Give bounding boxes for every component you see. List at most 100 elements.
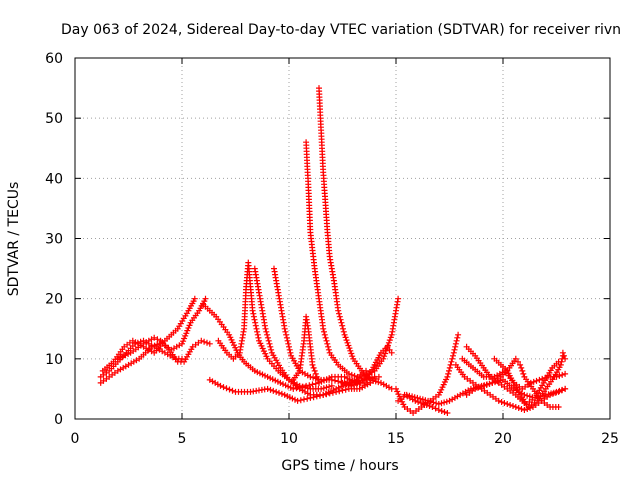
data-point bbox=[320, 325, 327, 332]
data-point bbox=[268, 346, 275, 353]
data-point bbox=[536, 376, 543, 383]
data-point bbox=[321, 328, 327, 335]
data-point bbox=[347, 347, 354, 354]
series-arc-11 bbox=[303, 139, 369, 380]
data-point bbox=[336, 313, 343, 320]
data-point bbox=[559, 349, 566, 356]
data-point bbox=[335, 378, 342, 385]
data-point bbox=[294, 397, 301, 404]
data-point bbox=[267, 343, 274, 350]
data-point bbox=[339, 322, 346, 329]
data-point bbox=[310, 374, 317, 381]
data-point bbox=[521, 407, 528, 413]
data-point bbox=[266, 340, 273, 347]
data-point bbox=[448, 358, 455, 365]
data-point bbox=[122, 352, 129, 359]
data-point bbox=[342, 386, 349, 393]
series-arc-21 bbox=[491, 355, 562, 407]
data-point bbox=[561, 352, 567, 359]
y-tick-label: 0 bbox=[54, 412, 63, 428]
data-point bbox=[371, 373, 378, 380]
data-point bbox=[510, 403, 516, 409]
data-point bbox=[520, 370, 527, 377]
data-point bbox=[518, 406, 525, 412]
data-point bbox=[345, 370, 352, 377]
data-point bbox=[281, 325, 288, 332]
data-point bbox=[351, 372, 358, 379]
data-point bbox=[151, 334, 158, 341]
data-point bbox=[198, 337, 205, 344]
data-point bbox=[370, 377, 376, 384]
y-tick-label: 30 bbox=[45, 232, 63, 248]
x-tick-label: 15 bbox=[387, 431, 405, 447]
data-point bbox=[312, 380, 319, 387]
data-point bbox=[451, 346, 458, 353]
data-point bbox=[313, 373, 320, 380]
data-point bbox=[495, 397, 502, 404]
data-point bbox=[220, 384, 227, 391]
data-point bbox=[229, 387, 236, 394]
data-point bbox=[556, 372, 563, 379]
data-point bbox=[443, 398, 450, 405]
data-point bbox=[304, 385, 311, 392]
data-point bbox=[265, 337, 272, 344]
data-point bbox=[320, 391, 327, 398]
data-point bbox=[388, 349, 395, 356]
data-point bbox=[559, 371, 566, 378]
y-tick-label: 40 bbox=[45, 171, 63, 187]
data-point bbox=[547, 391, 554, 398]
data-point bbox=[217, 382, 224, 389]
data-point bbox=[395, 295, 402, 302]
data-point bbox=[411, 394, 418, 401]
data-point bbox=[432, 405, 439, 412]
data-point bbox=[438, 408, 445, 414]
data-point bbox=[325, 343, 332, 350]
data-point bbox=[435, 401, 442, 407]
data-point bbox=[558, 387, 565, 394]
x-tick-label: 25 bbox=[601, 431, 619, 447]
data-point bbox=[206, 340, 213, 347]
data-point bbox=[386, 337, 393, 344]
data-point bbox=[325, 346, 332, 353]
data-point bbox=[323, 337, 330, 344]
data-point bbox=[524, 392, 531, 399]
data-point bbox=[310, 364, 317, 371]
y-tick-label: 50 bbox=[45, 111, 63, 127]
data-point bbox=[314, 376, 321, 383]
series-arc-3 bbox=[99, 295, 209, 374]
data-point bbox=[333, 388, 340, 395]
data-point bbox=[180, 338, 187, 345]
data-point bbox=[226, 386, 233, 393]
data-point bbox=[486, 380, 493, 387]
series-arc-15 bbox=[393, 331, 462, 416]
series-arc-9 bbox=[271, 265, 378, 386]
chart-title: Day 063 of 2024, Sidereal Day-to-day VTE… bbox=[61, 22, 621, 38]
data-point bbox=[267, 386, 274, 393]
data-point bbox=[527, 405, 534, 411]
data-point bbox=[264, 334, 271, 341]
data-point bbox=[530, 378, 537, 385]
data-point bbox=[452, 340, 459, 347]
data-point bbox=[183, 330, 190, 337]
data-point bbox=[335, 307, 342, 314]
data-point bbox=[472, 385, 479, 392]
data-point bbox=[202, 295, 209, 302]
data-point bbox=[286, 343, 292, 350]
data-point bbox=[311, 367, 318, 374]
data-point bbox=[433, 400, 440, 407]
data-point bbox=[316, 379, 322, 386]
data-point bbox=[417, 395, 424, 402]
data-point bbox=[263, 328, 270, 335]
data-point bbox=[444, 410, 451, 416]
data-point bbox=[307, 373, 314, 380]
data-point bbox=[336, 310, 342, 317]
data-point bbox=[453, 337, 460, 344]
data-point bbox=[191, 295, 198, 302]
series-arc-4 bbox=[114, 334, 213, 365]
data-point bbox=[415, 399, 422, 405]
data-point bbox=[515, 405, 522, 411]
data-point bbox=[425, 397, 432, 404]
data-point bbox=[533, 377, 540, 384]
data-point bbox=[301, 396, 307, 403]
